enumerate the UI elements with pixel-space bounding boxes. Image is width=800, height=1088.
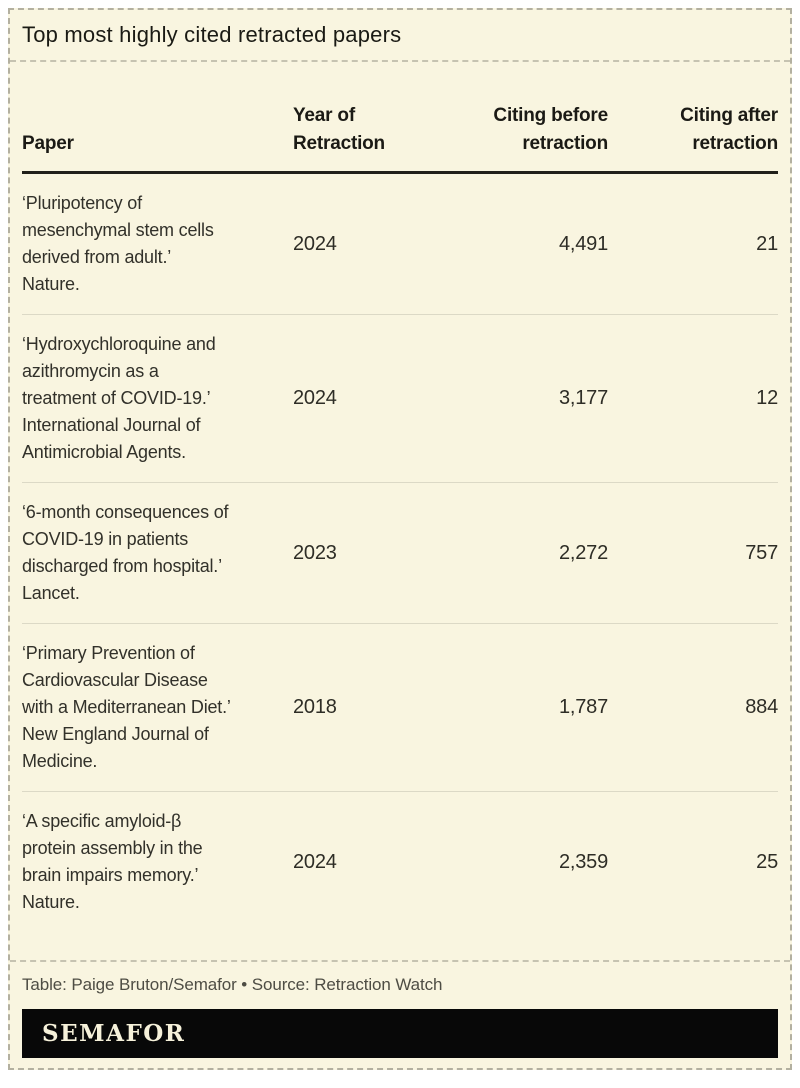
- table-row: ‘6-month consequences of COVID-19 in pat…: [22, 483, 778, 624]
- paper-title-cell: ‘Hydroxychloroquine and azithromycin as …: [22, 334, 216, 462]
- column-header-citing-before: Citing before retraction: [493, 105, 608, 154]
- column-header-paper: Paper: [22, 133, 74, 154]
- column-header-citing-after: Citing after retraction: [680, 105, 778, 154]
- citing-after-cell: 21: [756, 232, 778, 255]
- footer: Table: Paige Bruton/Semafor • Source: Re…: [10, 960, 790, 1068]
- semafor-logo-bar: SEMAFOR: [22, 1009, 778, 1058]
- credit-line: Table: Paige Bruton/Semafor • Source: Re…: [22, 975, 443, 994]
- year-cell: 2018: [293, 696, 337, 718]
- semafor-wordmark: SEMAFOR: [42, 1020, 186, 1047]
- citing-before-cell: 3,177: [558, 387, 608, 409]
- paper-title-cell: ‘6-month consequences of COVID-19 in pat…: [22, 502, 229, 603]
- year-cell: 2024: [293, 850, 337, 873]
- year-cell: 2023: [293, 541, 337, 564]
- citing-before-cell: 4,491: [558, 232, 608, 255]
- title-section: Top most highly cited retracted papers: [10, 10, 790, 62]
- year-cell: 2024: [293, 387, 337, 409]
- footer-divider: [10, 960, 790, 962]
- citing-before-cell: 2,272: [558, 541, 608, 564]
- table-header-row: Paper Year of Retraction Citing before r…: [22, 62, 778, 174]
- table-row: ‘Hydroxychloroquine and azithromycin as …: [22, 315, 778, 483]
- citing-after-cell: 25: [756, 850, 778, 873]
- paper-title-cell: ‘Pluripotency of mesenchymal stem cells …: [22, 193, 214, 294]
- column-header-year: Year of Retraction: [293, 105, 385, 154]
- citing-after-cell: 757: [745, 541, 778, 564]
- citing-before-cell: 2,359: [558, 850, 608, 873]
- paper-title-cell: ‘A specific amyloid-β protein assembly i…: [22, 811, 203, 912]
- citing-after-cell: 12: [756, 387, 778, 409]
- year-cell: 2024: [293, 232, 337, 255]
- chart-card: Top most highly cited retracted papers P…: [8, 8, 792, 1070]
- table-row: ‘A specific amyloid-β protein assembly i…: [22, 792, 778, 932]
- citing-before-cell: 1,787: [558, 696, 608, 718]
- chart-title: Top most highly cited retracted papers: [22, 22, 402, 47]
- paper-title-cell: ‘Primary Prevention of Cardiovascular Di…: [22, 643, 231, 771]
- citing-after-cell: 884: [745, 696, 778, 718]
- table-row: ‘Primary Prevention of Cardiovascular Di…: [22, 624, 778, 792]
- table-row: ‘Pluripotency of mesenchymal stem cells …: [22, 174, 778, 315]
- retracted-papers-table: Paper Year of Retraction Citing before r…: [10, 62, 790, 932]
